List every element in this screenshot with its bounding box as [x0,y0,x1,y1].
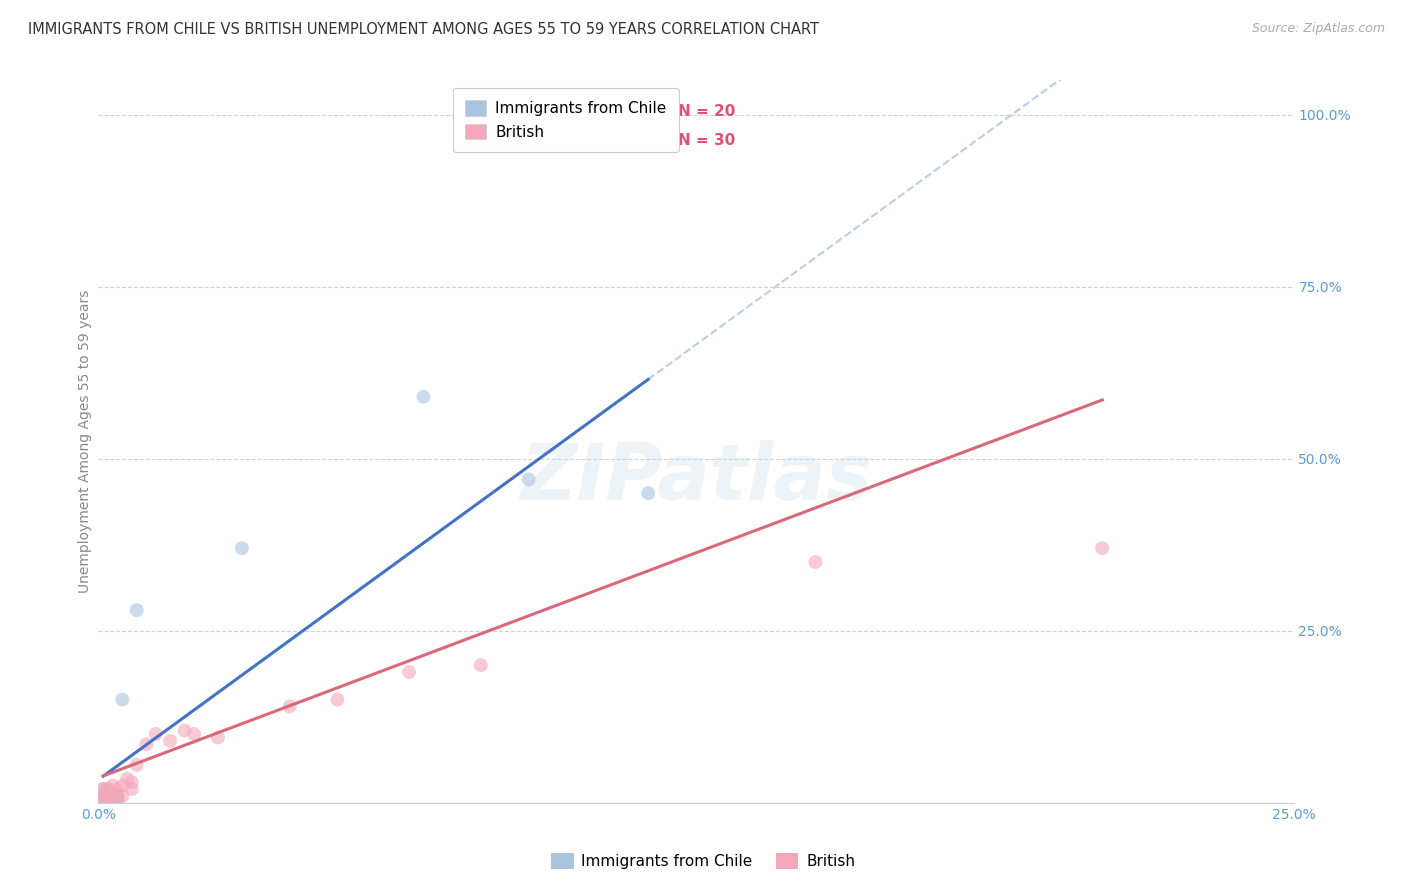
Point [111,789,134,803]
Point [135,737,157,751]
Point [97,789,120,803]
Point [101,779,124,793]
Point [207,731,229,745]
Point [231,541,253,556]
Point [97,792,120,806]
Point [517,472,540,486]
Legend: Immigrants from Chile, British: Immigrants from Chile, British [453,88,679,152]
Point [121,782,143,797]
Point [101,792,124,806]
Point [804,555,827,569]
Point [111,779,134,793]
Point [173,723,195,738]
Point [107,782,129,797]
Text: ZIPatlas: ZIPatlas [520,440,872,516]
Point [97,785,120,799]
Point [107,792,129,806]
Point [97,782,120,797]
Legend: Immigrants from Chile, British: Immigrants from Chile, British [544,847,862,875]
Point [412,390,434,404]
Point [101,785,124,799]
Point [101,792,124,806]
Point [91,792,114,806]
Point [91,782,114,797]
Text: N = 30: N = 30 [678,133,735,148]
Text: R = 0.524: R = 0.524 [529,133,605,148]
Point [637,486,659,500]
Text: IMMIGRANTS FROM CHILE VS BRITISH UNEMPLOYMENT AMONG AGES 55 TO 59 YEARS CORRELAT: IMMIGRANTS FROM CHILE VS BRITISH UNEMPLO… [28,22,820,37]
Point [97,782,120,797]
Point [121,775,143,789]
Point [398,665,420,679]
Point [125,758,148,772]
Text: Source: ZipAtlas.com: Source: ZipAtlas.com [1251,22,1385,36]
Point [494,108,516,122]
Point [159,734,181,748]
Point [97,790,120,805]
Point [91,789,114,803]
Point [91,789,114,803]
Y-axis label: Unemployment Among Ages 55 to 59 years: Unemployment Among Ages 55 to 59 years [77,290,91,593]
Point [91,792,114,806]
Point [1091,541,1114,556]
Point [115,772,138,786]
Point [278,699,301,714]
Text: R = 0.908: R = 0.908 [529,104,605,120]
Point [91,782,114,797]
Point [145,727,167,741]
Point [101,789,124,803]
Point [107,789,129,803]
Point [101,789,124,803]
Point [107,789,129,803]
Point [101,785,124,799]
Point [97,792,120,806]
Point [470,658,492,673]
Text: N = 20: N = 20 [678,104,735,120]
Point [111,692,134,706]
Point [125,603,148,617]
Point [326,692,349,706]
Point [183,727,205,741]
Point [107,792,129,806]
